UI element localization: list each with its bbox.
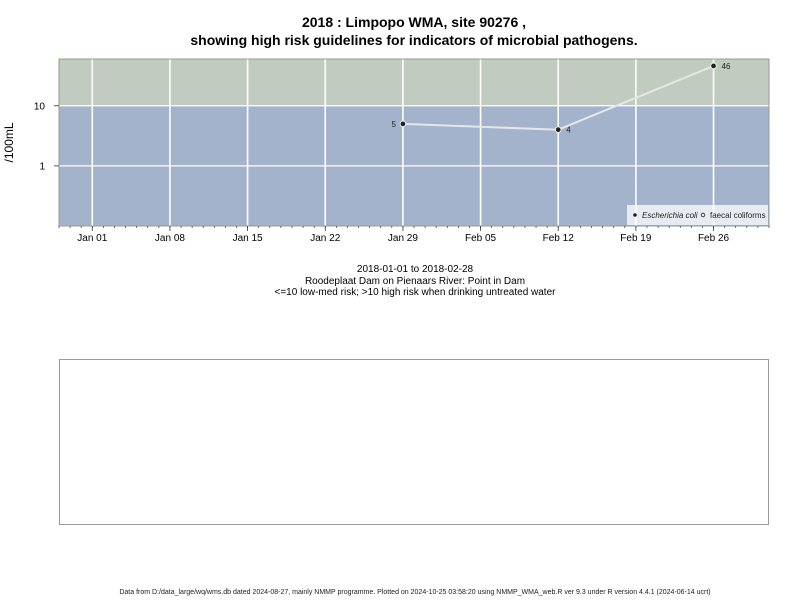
- y-axis-label: /100mL: [2, 122, 16, 162]
- x-tick-label: Jan 01: [77, 233, 107, 244]
- date-range-caption: 2018-01-01 to 2018-02-28: [356, 264, 474, 275]
- footer-note: Data from D:/data_large/wq/wms.db dated …: [119, 589, 711, 596]
- risk-caption: <=10 low-med risk; >10 high risk when dr…: [274, 287, 556, 298]
- high-risk-zone: [59, 59, 769, 106]
- data-point: [555, 126, 562, 133]
- data-label: 46: [722, 62, 731, 71]
- x-tick-label: Jan 22: [310, 233, 340, 244]
- x-tick-label: Jan 15: [233, 233, 263, 244]
- data-label: 5: [391, 120, 396, 129]
- legend-box: [627, 205, 768, 225]
- x-tick-label: Jan 29: [388, 233, 418, 244]
- chart-title: 2018 : Limpopo WMA, site 90276 ,: [301, 14, 527, 30]
- y-tick-label: 1: [39, 161, 45, 172]
- empty-plot-panel: [59, 359, 769, 525]
- legend-label-ecoli: Escherichia coli: [642, 211, 698, 220]
- legend-marker-ecoli: [633, 213, 637, 217]
- x-tick-label: Feb 12: [543, 233, 575, 244]
- x-tick-label: Feb 05: [465, 233, 497, 244]
- location-caption: Roodeplaat Dam on Pienaars River: Point …: [304, 276, 526, 287]
- data-label: 4: [566, 126, 571, 135]
- chart: Jan 01 Jan 08 Jan 15 Jan 22 Jan 29 Feb 05 Feb …: [2, 58, 770, 244]
- data-point: [399, 120, 407, 128]
- y-tick-label: 10: [34, 101, 46, 112]
- legend-label-faecal: faecal coliforms: [710, 211, 766, 220]
- data-point: [710, 62, 717, 70]
- chart-subtitle: showing high risk guidelines for indicat…: [190, 32, 638, 48]
- x-tick-label: Feb 19: [620, 233, 652, 244]
- x-tick-label: Jan 08: [155, 233, 185, 244]
- legend-marker-faecal: [700, 212, 706, 218]
- x-tick-label: Feb 26: [698, 233, 730, 244]
